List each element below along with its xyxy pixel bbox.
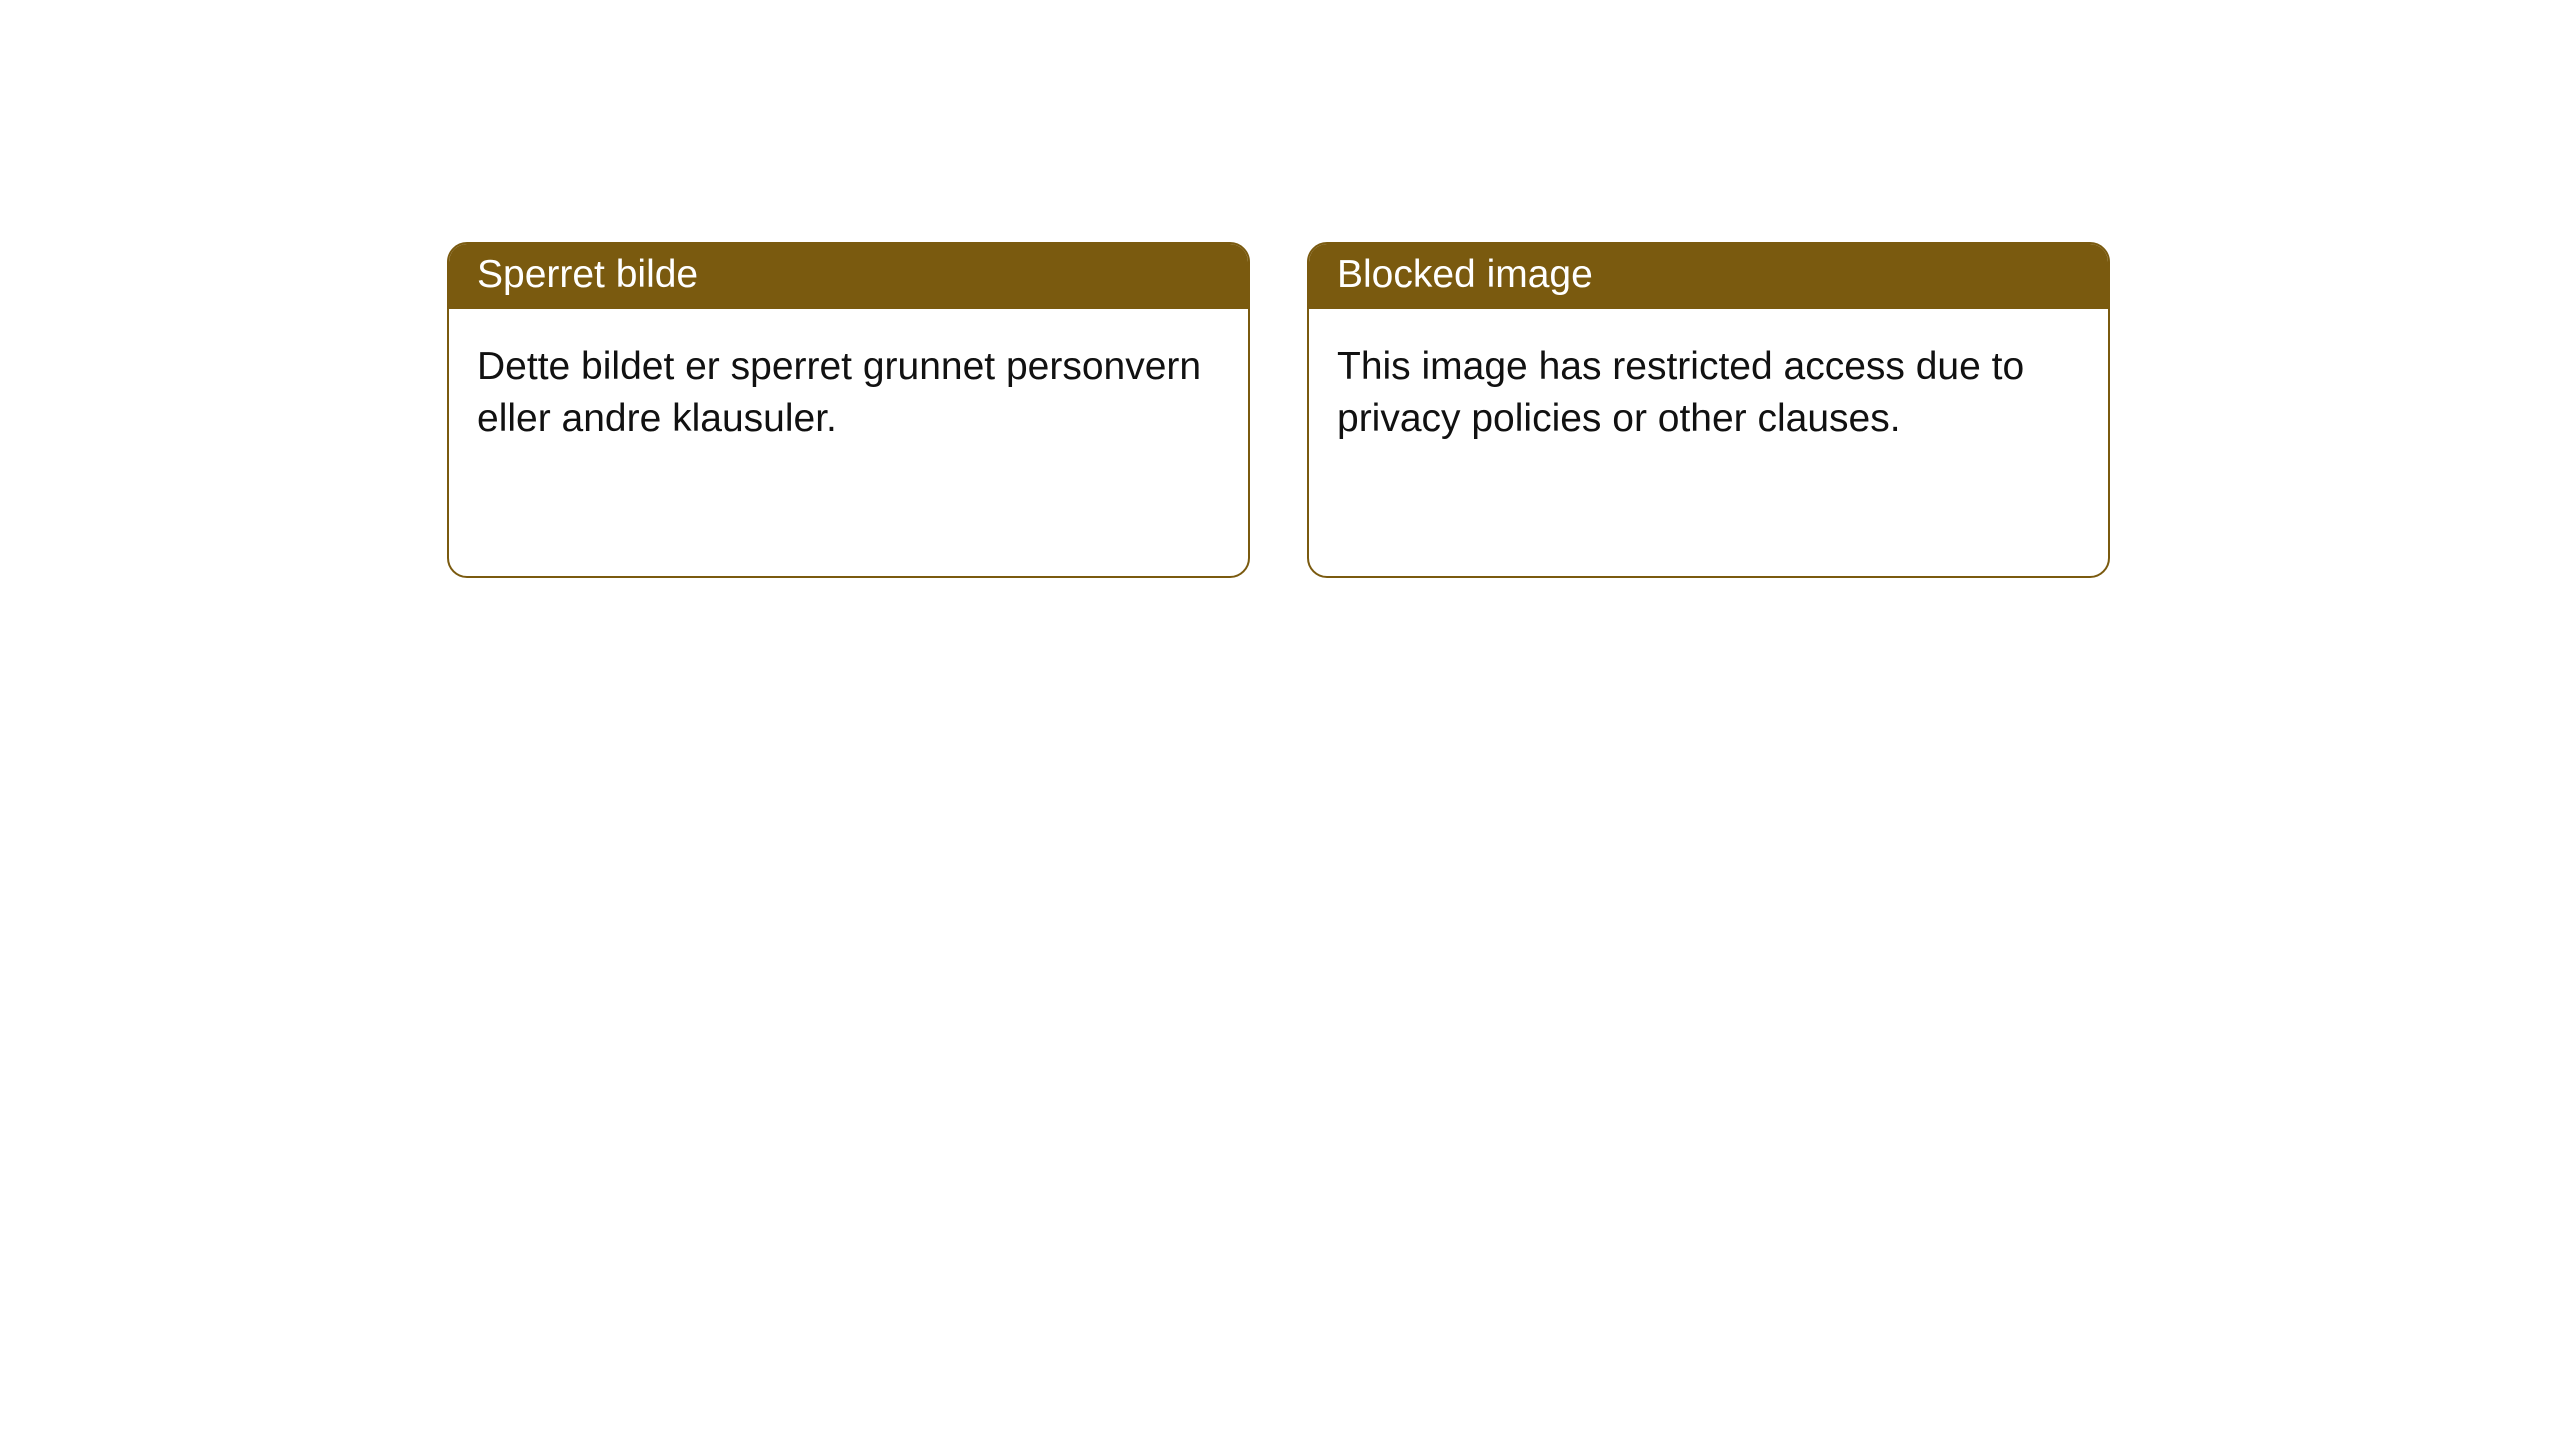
notice-card-body: This image has restricted access due to … [1309, 309, 2108, 466]
notice-card-title: Sperret bilde [449, 244, 1248, 309]
notice-card-norwegian: Sperret bilde Dette bildet er sperret gr… [447, 242, 1250, 578]
page-canvas: Sperret bilde Dette bildet er sperret gr… [0, 0, 2560, 1440]
notice-card-body: Dette bildet er sperret grunnet personve… [449, 309, 1248, 466]
notice-card-english: Blocked image This image has restricted … [1307, 242, 2110, 578]
notice-card-title: Blocked image [1309, 244, 2108, 309]
notice-cards-row: Sperret bilde Dette bildet er sperret gr… [447, 242, 2110, 578]
